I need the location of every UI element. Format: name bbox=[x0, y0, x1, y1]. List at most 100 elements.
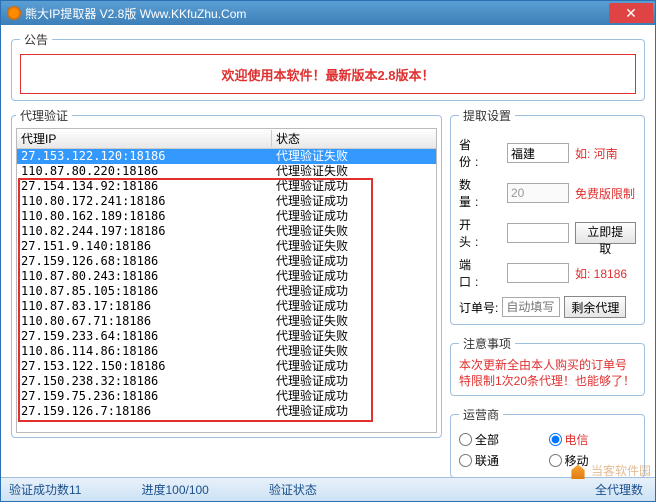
table-row[interactable]: 110.80.67.71:18186代理验证失败 bbox=[17, 314, 436, 329]
table-row[interactable]: 110.87.83.17:18186代理验证成功 bbox=[17, 299, 436, 314]
proxy-legend: 代理验证 bbox=[16, 107, 72, 124]
prefix-label: 开 头: bbox=[459, 216, 501, 250]
table-row[interactable]: 110.87.85.105:18186代理验证成功 bbox=[17, 284, 436, 299]
cell-status: 代理验证成功 bbox=[272, 179, 436, 194]
carrier-all[interactable]: 全部 bbox=[459, 431, 547, 448]
carrier-label: 电信 bbox=[565, 431, 589, 448]
content-area: 公告 欢迎使用本软件！最新版本2.8版本！ 代理验证 代理IP 状态 27.15… bbox=[1, 25, 655, 484]
table-row[interactable]: 110.87.80.220:18186代理验证失败 bbox=[17, 164, 436, 179]
cell-status: 代理验证成功 bbox=[272, 374, 436, 389]
app-icon bbox=[7, 6, 21, 20]
cell-ip: 110.80.67.71:18186 bbox=[17, 314, 272, 329]
carriers-fieldset: 运营商 全部 电信联通 移动 bbox=[450, 406, 645, 478]
cell-ip: 27.151.9.140:18186 bbox=[17, 239, 272, 254]
table-row[interactable]: 27.153.122.120:18186代理验证失败 bbox=[17, 149, 436, 164]
cell-ip: 27.154.134.92:18186 bbox=[17, 179, 272, 194]
table-row[interactable]: 110.82.244.197:18186代理验证失败 bbox=[17, 224, 436, 239]
status-progress: 进度100/100 bbox=[141, 481, 208, 498]
cell-status: 代理验证成功 bbox=[272, 359, 436, 374]
table-row[interactable]: 110.87.80.243:18186代理验证成功 bbox=[17, 269, 436, 284]
cell-status: 代理验证成功 bbox=[272, 194, 436, 209]
window-title: 熊大IP提取器 V2.8版 Www.KKfuZhu.Com bbox=[25, 5, 246, 22]
settings-fieldset: 提取设置 省 份: 如: 河南 数 量: 免费版限制 开 头: 立即 bbox=[450, 107, 645, 325]
cell-status: 代理验证成功 bbox=[272, 284, 436, 299]
order-label: 订单号: bbox=[459, 299, 498, 316]
table-row[interactable]: 27.154.134.92:18186代理验证成功 bbox=[17, 179, 436, 194]
announce-legend: 公告 bbox=[20, 31, 52, 48]
carrier-unicom[interactable]: 联通 bbox=[459, 452, 547, 469]
announce-fieldset: 公告 欢迎使用本软件！最新版本2.8版本！ bbox=[11, 31, 645, 101]
settings-legend: 提取设置 bbox=[459, 107, 515, 124]
prefix-input[interactable] bbox=[507, 223, 569, 243]
close-button[interactable]: ✕ bbox=[609, 3, 653, 23]
cell-status: 代理验证成功 bbox=[272, 254, 436, 269]
carrier-telecom[interactable]: 电信 bbox=[549, 431, 637, 448]
carrier-mobile[interactable]: 移动 bbox=[549, 452, 637, 469]
announce-text: 欢迎使用本软件！最新版本2.8版本！ bbox=[20, 54, 636, 94]
col-status[interactable]: 状态 bbox=[272, 130, 436, 147]
status-state: 验证状态 bbox=[269, 481, 317, 498]
port-label: 端 口: bbox=[459, 256, 501, 290]
table-body: 27.153.122.120:18186代理验证失败110.87.80.220:… bbox=[17, 149, 436, 419]
carrier-label: 联通 bbox=[475, 452, 499, 469]
cell-ip: 27.159.233.64:18186 bbox=[17, 329, 272, 344]
cell-status: 代理验证失败 bbox=[272, 314, 436, 329]
cell-status: 代理验证失败 bbox=[272, 344, 436, 359]
table-row[interactable]: 27.153.122.150:18186代理验证成功 bbox=[17, 359, 436, 374]
cell-ip: 110.87.83.17:18186 bbox=[17, 299, 272, 314]
notes-legend: 注意事项 bbox=[459, 335, 515, 352]
cell-status: 代理验证成功 bbox=[272, 404, 436, 419]
extract-button[interactable]: 立即提取 bbox=[575, 222, 636, 244]
table-row[interactable]: 27.159.233.64:18186代理验证失败 bbox=[17, 329, 436, 344]
cell-ip: 110.86.114.86:18186 bbox=[17, 344, 272, 359]
cell-ip: 110.87.80.220:18186 bbox=[17, 164, 272, 179]
quantity-label: 数 量: bbox=[459, 176, 501, 210]
proxy-table[interactable]: 代理IP 状态 27.153.122.120:18186代理验证失败110.87… bbox=[16, 128, 437, 433]
cell-ip: 110.80.162.189:18186 bbox=[17, 209, 272, 224]
cell-status: 代理验证失败 bbox=[272, 164, 436, 179]
table-row[interactable]: 27.159.75.236:18186代理验证成功 bbox=[17, 389, 436, 404]
status-success: 验证成功数11 bbox=[9, 481, 81, 498]
cell-ip: 110.87.80.243:18186 bbox=[17, 269, 272, 284]
table-row[interactable]: 110.80.162.189:18186代理验证成功 bbox=[17, 209, 436, 224]
table-row[interactable]: 27.151.9.140:18186代理验证失败 bbox=[17, 239, 436, 254]
cell-ip: 27.159.126.68:18186 bbox=[17, 254, 272, 269]
cell-status: 代理验证失败 bbox=[272, 149, 436, 164]
carrier-radio-unicom[interactable] bbox=[459, 454, 472, 467]
notes-fieldset: 注意事项 本次更新全由本人购买的订单号 特限制1次20条代理！也能够了！ bbox=[450, 335, 645, 396]
statusbar: 验证成功数11 进度100/100 验证状态 全代理数 bbox=[1, 477, 655, 501]
province-hint: 如: 河南 bbox=[575, 145, 618, 162]
province-input[interactable] bbox=[507, 143, 569, 163]
carrier-label: 移动 bbox=[565, 452, 589, 469]
carriers-legend: 运营商 bbox=[459, 406, 503, 423]
note-line2: 特限制1次20条代理！也能够了！ bbox=[459, 374, 636, 390]
cell-ip: 27.159.126.7:18186 bbox=[17, 404, 272, 419]
cell-status: 代理验证成功 bbox=[272, 269, 436, 284]
carrier-radio-all[interactable] bbox=[459, 433, 472, 446]
cell-ip: 27.150.238.32:18186 bbox=[17, 374, 272, 389]
app-window: 熊大IP提取器 V2.8版 Www.KKfuZhu.Com ✕ 公告 欢迎使用本… bbox=[0, 0, 656, 502]
cell-ip: 27.153.122.120:18186 bbox=[17, 149, 272, 164]
note-line1: 本次更新全由本人购买的订单号 bbox=[459, 358, 636, 374]
cell-ip: 110.82.244.197:18186 bbox=[17, 224, 272, 239]
province-label: 省 份: bbox=[459, 136, 501, 170]
port-input[interactable] bbox=[507, 263, 569, 283]
table-row[interactable]: 27.159.126.7:18186代理验证成功 bbox=[17, 404, 436, 419]
remaining-button[interactable]: 剩余代理 bbox=[564, 296, 626, 318]
titlebar[interactable]: 熊大IP提取器 V2.8版 Www.KKfuZhu.Com ✕ bbox=[1, 1, 655, 25]
order-input[interactable] bbox=[502, 297, 560, 317]
proxy-fieldset: 代理验证 代理IP 状态 27.153.122.120:18186代理验证失败1… bbox=[11, 107, 442, 438]
carrier-radio-telecom[interactable] bbox=[549, 433, 562, 446]
cell-ip: 27.153.122.150:18186 bbox=[17, 359, 272, 374]
cell-ip: 110.87.85.105:18186 bbox=[17, 284, 272, 299]
cell-status: 代理验证失败 bbox=[272, 224, 436, 239]
table-header: 代理IP 状态 bbox=[17, 129, 436, 149]
table-row[interactable]: 27.159.126.68:18186代理验证成功 bbox=[17, 254, 436, 269]
table-row[interactable]: 27.150.238.32:18186代理验证成功 bbox=[17, 374, 436, 389]
table-row[interactable]: 110.80.172.241:18186代理验证成功 bbox=[17, 194, 436, 209]
table-row[interactable]: 110.86.114.86:18186代理验证失败 bbox=[17, 344, 436, 359]
cell-status: 代理验证失败 bbox=[272, 239, 436, 254]
carrier-radio-mobile[interactable] bbox=[549, 454, 562, 467]
cell-status: 代理验证失败 bbox=[272, 329, 436, 344]
col-ip[interactable]: 代理IP bbox=[17, 130, 272, 147]
